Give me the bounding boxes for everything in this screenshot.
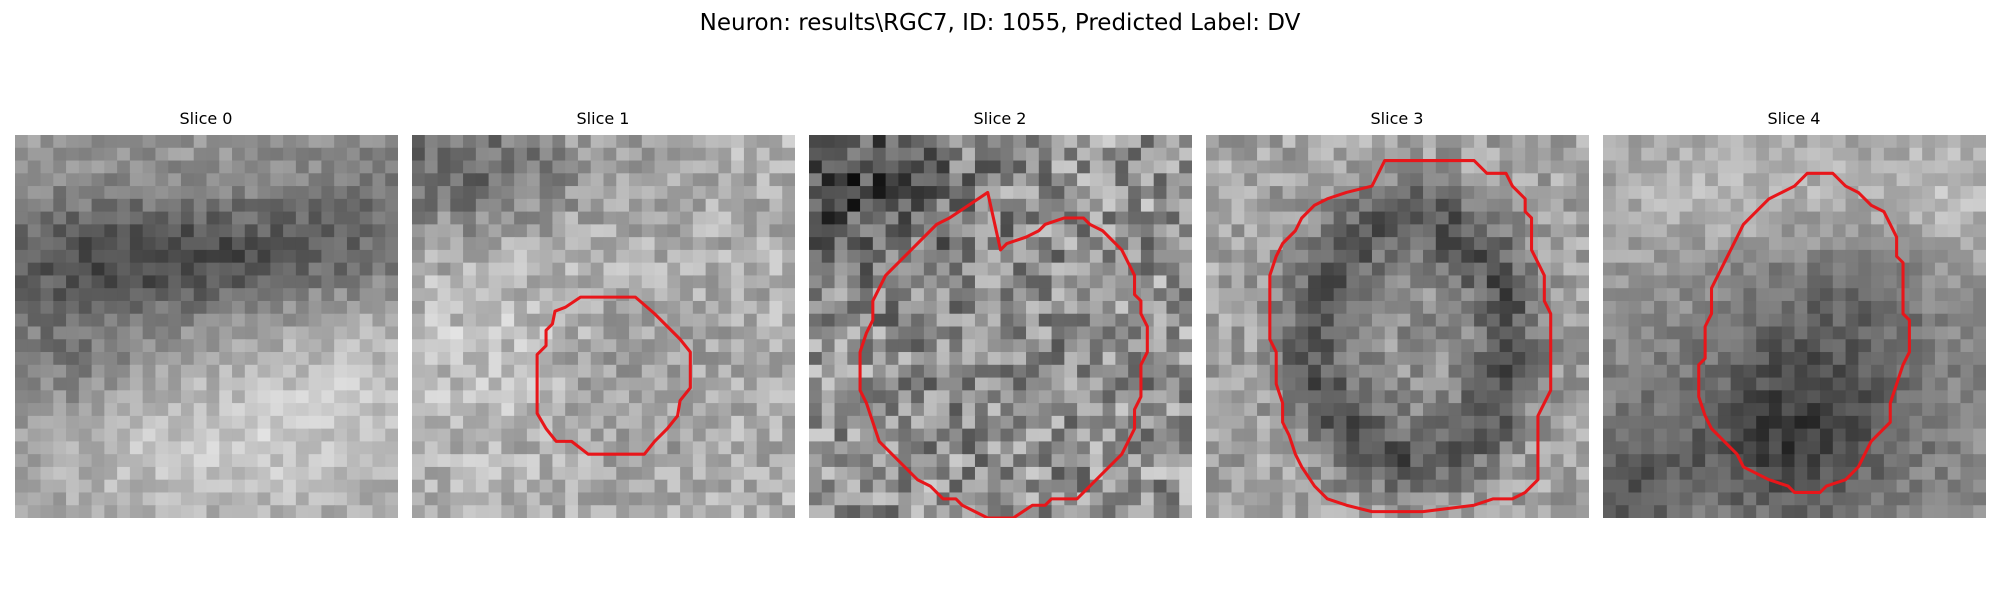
slice-1-svg <box>412 135 795 518</box>
slice-3-image <box>1206 135 1589 518</box>
slice-0-title: Slice 0 <box>14 108 398 130</box>
slice-1-pixels <box>412 135 795 518</box>
slice-4-title: Slice 4 <box>1602 108 1986 130</box>
slice-4-image <box>1603 135 1986 518</box>
slice-4-svg <box>1603 135 1986 518</box>
slice-0-pixels <box>15 135 398 518</box>
slice-4-pixels <box>1603 135 1986 518</box>
slice-0-image <box>15 135 398 518</box>
slice-3-title: Slice 3 <box>1205 108 1589 130</box>
slice-3-pixels <box>1206 135 1589 518</box>
slice-0-svg <box>15 135 398 518</box>
slice-3-svg <box>1206 135 1589 518</box>
slice-2-image <box>809 135 1192 518</box>
slice-2-pixels <box>809 135 1192 518</box>
slice-2-svg <box>809 135 1192 518</box>
figure-title: Neuron: results\RGC7, ID: 1055, Predicte… <box>0 6 2000 40</box>
slice-1-image <box>412 135 795 518</box>
slice-1-title: Slice 1 <box>411 108 795 130</box>
slice-2-title: Slice 2 <box>808 108 1192 130</box>
